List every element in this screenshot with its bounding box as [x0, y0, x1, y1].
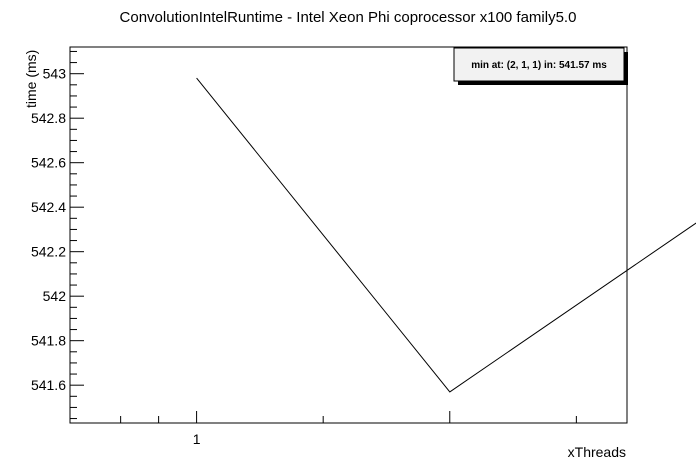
- y-tick-label: 542.4: [31, 199, 66, 215]
- x-tick-label: 1: [193, 431, 201, 447]
- y-tick-label: 542.8: [31, 110, 66, 126]
- y-tick-label: 543: [43, 66, 67, 82]
- legend-box: min at: (2, 1, 1) in: 541.57 ms: [453, 47, 628, 85]
- x-axis-label: xThreads: [568, 444, 626, 460]
- legend-frame: [453, 47, 625, 82]
- tick-group: 541.6 541.8 542 542.2 542.4 542.6 542.8 543 1: [31, 50, 577, 447]
- series-line: [196, 77, 696, 393]
- series-group: [196, 77, 696, 393]
- y-axis-label: time (ms): [23, 50, 39, 108]
- chart-title: ConvolutionIntelRuntime - Intel Xeon Phi…: [120, 9, 577, 26]
- legend-text: min at: (2, 1, 1) in: 541.57 ms: [471, 60, 607, 71]
- y-tick-label: 542: [43, 288, 67, 304]
- y-tick-label: 541.8: [31, 333, 66, 349]
- plot-frame: [69, 46, 628, 424]
- y-tick-label: 541.6: [31, 377, 66, 393]
- y-tick-label: 542.2: [31, 244, 66, 260]
- y-tick-label: 542.6: [31, 155, 66, 171]
